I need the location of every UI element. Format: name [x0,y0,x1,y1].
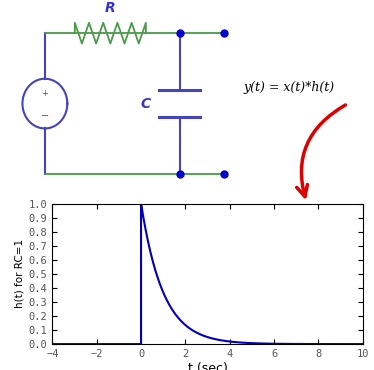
Text: +: + [42,89,48,98]
Text: y(t) = x(t)*h(t): y(t) = x(t)*h(t) [243,81,334,94]
Text: C: C [141,97,151,111]
Y-axis label: h(t) for RC=1: h(t) for RC=1 [15,239,25,308]
X-axis label: t (sec): t (sec) [188,362,227,370]
Text: −: − [41,111,49,121]
Text: R: R [105,0,116,14]
